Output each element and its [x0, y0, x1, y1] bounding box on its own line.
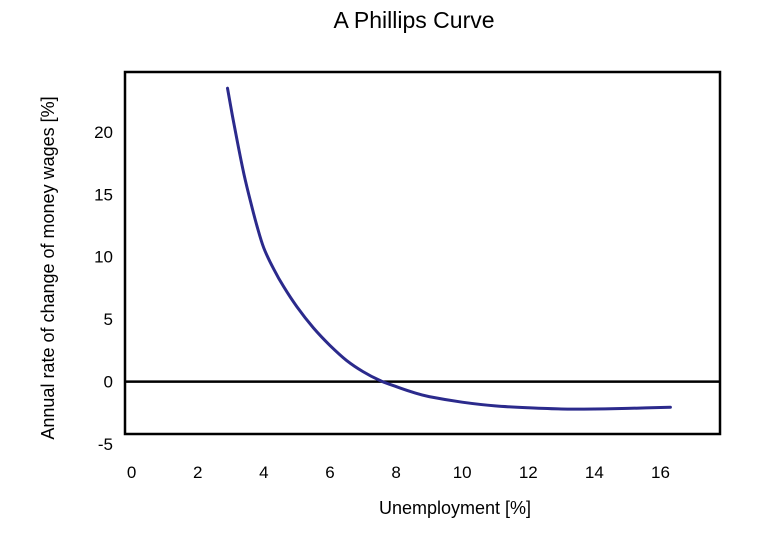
x-tick-label: 14: [585, 463, 604, 482]
x-tick-label: 4: [259, 463, 268, 482]
x-tick-label: 12: [519, 463, 538, 482]
x-axis-label: Unemployment [%]: [379, 498, 531, 518]
plot-frame: [123, 70, 722, 436]
x-tick-label: 8: [391, 463, 400, 482]
chart-title: A Phillips Curve: [333, 7, 494, 33]
x-tick-label: 0: [127, 463, 136, 482]
x-tick-label: 6: [325, 463, 334, 482]
x-tick-label: 2: [193, 463, 202, 482]
y-tick-label: 20: [94, 123, 113, 142]
y-tick-label: 0: [104, 373, 113, 392]
y-tick-label: 10: [94, 248, 113, 267]
x-tick-labels: 0 2 4 6 8 10 12 14 16: [127, 463, 670, 482]
y-tick-labels: 20 15 10 5 0 -5: [94, 123, 113, 454]
x-tick-label: 10: [453, 463, 472, 482]
y-tick-label: -5: [98, 435, 113, 454]
y-tick-label: 5: [104, 310, 113, 329]
phillips-curve-line: [226, 86, 672, 411]
plot-area: [123, 70, 722, 436]
y-axis-label: Annual rate of change of money wages [%]: [38, 96, 58, 439]
x-tick-label: 16: [651, 463, 670, 482]
y-tick-label: 15: [94, 185, 113, 204]
